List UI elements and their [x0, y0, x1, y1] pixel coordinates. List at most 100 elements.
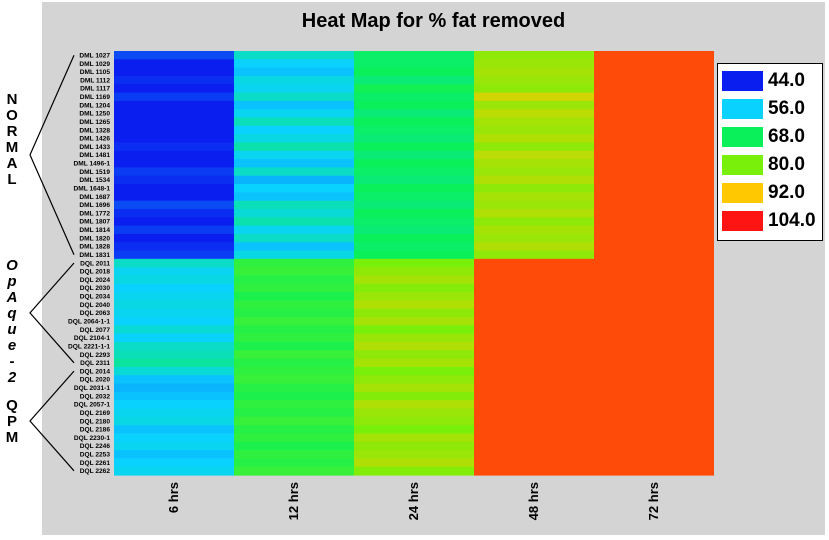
- row-label: DQL 2077: [80, 327, 111, 334]
- heatmap-cell: [114, 350, 234, 360]
- heatmap-cell: [234, 308, 354, 318]
- legend-item: 80.0: [718, 154, 822, 176]
- legend-label: 92.0: [768, 182, 805, 203]
- row-label: DML 1027: [79, 52, 110, 59]
- row-label: DML 1481: [79, 152, 110, 159]
- heatmap-cell: [594, 184, 714, 193]
- heatmap-cell: [234, 300, 354, 310]
- heatmap-cell: [114, 317, 234, 326]
- heatmap-cell: [594, 125, 714, 135]
- row-label: DQL 2011: [80, 260, 110, 267]
- row-label: DML 1112: [80, 77, 110, 84]
- legend-swatch: [722, 211, 763, 231]
- heatmap-cell: [234, 275, 354, 285]
- heatmap-cell: [234, 283, 354, 293]
- column-label: 72 hrs: [646, 482, 661, 520]
- heatmap-cell: [354, 242, 474, 252]
- legend-swatch: [722, 71, 763, 91]
- heatmap-cell: [594, 242, 714, 252]
- heatmap-cell: [354, 59, 474, 69]
- row-label: DQL 2246: [80, 443, 111, 450]
- heatmap-cell: [474, 242, 594, 252]
- legend-item: 44.0: [718, 70, 822, 92]
- heatmap-cell: [234, 317, 354, 326]
- heatmap-cell: [114, 117, 234, 127]
- row-label: DML 1772: [79, 210, 110, 217]
- heatmap-cell: [114, 458, 234, 468]
- heatmap-cell: [234, 192, 354, 202]
- heatmap-cell: [234, 250, 354, 260]
- heatmap-cell: [594, 150, 714, 160]
- heatmap-cell: [594, 292, 714, 302]
- heatmap-cell: [354, 117, 474, 127]
- legend-swatch: [722, 155, 763, 175]
- heatmap-cell: [354, 366, 474, 376]
- group-letter: N: [6, 91, 18, 108]
- group-letter: R: [6, 123, 18, 140]
- row-label: DQL 2018: [80, 269, 111, 276]
- heatmap-cell: [114, 184, 234, 193]
- heatmap-cell: [474, 416, 594, 426]
- heatmap-cell: [474, 192, 594, 202]
- heatmap-cell: [594, 433, 714, 443]
- heatmap-cell: [354, 350, 474, 360]
- heatmap-cell: [114, 292, 234, 302]
- heatmap-cell: [354, 142, 474, 152]
- heatmap-cell: [594, 325, 714, 335]
- heatmap-cell: [354, 233, 474, 243]
- legend-swatch: [722, 99, 763, 119]
- heatmap-cell: [474, 366, 594, 376]
- row-label: DML 1814: [79, 227, 110, 234]
- heatmap-cell: [354, 400, 474, 410]
- heatmap-cell: [594, 159, 714, 168]
- heatmap-cell: [474, 333, 594, 343]
- heatmap-cell: [114, 283, 234, 293]
- heatmap-cell: [474, 433, 594, 443]
- heatmap-cell: [474, 391, 594, 401]
- heatmap-cell: [594, 308, 714, 318]
- heatmap-cell: [474, 51, 594, 60]
- row-label: DML 1496-1: [73, 161, 110, 168]
- heatmap-cell: [354, 200, 474, 210]
- row-label: DQL 2024: [80, 277, 111, 284]
- heatmap-cell: [354, 75, 474, 85]
- heatmap-cell: [114, 325, 234, 335]
- row-label: DML 1328: [79, 127, 110, 134]
- heatmap-cell: [114, 383, 234, 393]
- heatmap-cell: [354, 225, 474, 235]
- heatmap-cell: [234, 200, 354, 210]
- chart-title: Heat Map for % fat removed: [301, 10, 566, 32]
- heatmap-cell: [594, 59, 714, 69]
- heatmap-cell: [474, 317, 594, 326]
- heatmap-cell: [354, 84, 474, 94]
- heatmap-cell: [354, 184, 474, 193]
- row-label: DML 1265: [79, 119, 110, 126]
- heatmap-cell: [114, 258, 234, 268]
- heatmap-cell: [114, 100, 234, 110]
- heatmap-cell: [234, 242, 354, 252]
- heatmap-cell: [594, 466, 714, 476]
- heatmap-cell: [474, 75, 594, 85]
- heatmap-cell: [234, 383, 354, 393]
- heatmap-cell: [234, 84, 354, 94]
- heatmap-cell: [234, 75, 354, 85]
- heatmap-cell: [474, 233, 594, 243]
- heatmap-cell: [474, 117, 594, 127]
- heatmap-cell: [594, 383, 714, 393]
- row-label: DML 1687: [79, 194, 110, 201]
- row-label: DQL 2020: [80, 377, 111, 384]
- row-label: DQL 2030: [80, 285, 111, 292]
- heatmap-cell: [234, 208, 354, 218]
- heatmap-cell: [354, 441, 474, 451]
- heatmap-cell: [114, 333, 234, 343]
- heatmap-cell: [354, 175, 474, 185]
- heatmap-cell: [354, 67, 474, 77]
- group-letter: q: [7, 305, 17, 322]
- heatmap-cell: [234, 441, 354, 451]
- heatmap-cell: [354, 275, 474, 285]
- heatmap-cell: [114, 150, 234, 160]
- heatmap-cell: [474, 425, 594, 435]
- heatmap-cell: [114, 208, 234, 218]
- heatmap-cell: [114, 225, 234, 235]
